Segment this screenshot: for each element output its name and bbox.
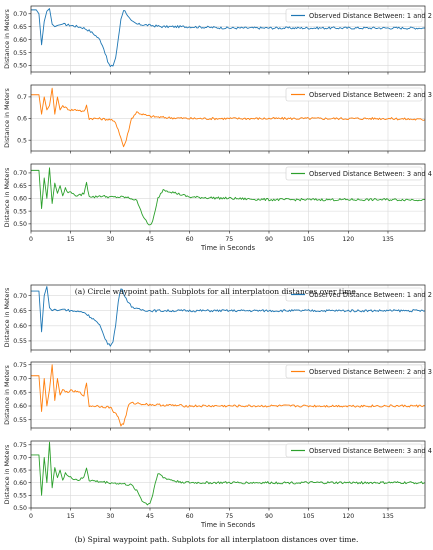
- legend-label: Observed Distance Between: 2 and 3: [309, 368, 432, 376]
- ylabel: Distance in Meters: [3, 88, 11, 148]
- xtick-label: 120: [342, 513, 354, 520]
- xtick-label: 120: [342, 236, 354, 243]
- ytick-label: 0.55: [13, 208, 27, 215]
- ytick-label: 0.70: [13, 376, 27, 383]
- ytick-label: 0.70: [13, 11, 27, 18]
- ytick-label: 0.60: [13, 37, 27, 44]
- legend-box: [285, 87, 423, 102]
- xtick-label: 60: [186, 513, 194, 520]
- ylabel: Distance in Meters: [3, 287, 11, 347]
- ylabel: Distance in Meters: [3, 167, 11, 227]
- axes-frame: [30, 440, 426, 509]
- ytick-label: 0.50: [13, 221, 27, 228]
- axes-frame: [30, 284, 426, 351]
- xtick-label: 75: [225, 236, 233, 243]
- ytick-label: 0.55: [13, 338, 27, 345]
- legend-label: Observed Distance Between: 3 and 4: [309, 170, 432, 178]
- xtick-label: 15: [67, 513, 75, 520]
- series-line: [31, 8, 426, 68]
- xtick-label: 105: [303, 236, 315, 243]
- xlabel: Time in Seconds: [200, 521, 256, 529]
- legend-box: [285, 166, 423, 181]
- series-line: [31, 441, 426, 506]
- ytick-label: 0.60: [13, 480, 27, 487]
- legend-label: Observed Distance Between: 1 and 2: [309, 291, 432, 299]
- xtick-label: 30: [106, 513, 114, 520]
- xtick-label: 30: [106, 236, 114, 243]
- legend-box: [285, 443, 423, 458]
- ytick-label: 0.6: [17, 116, 27, 123]
- ytick-label: 0.55: [13, 50, 27, 57]
- xtick-label: 90: [265, 513, 273, 520]
- xtick-label: 105: [303, 513, 315, 520]
- ytick-label: 0.5: [17, 137, 27, 144]
- series-line: [31, 167, 426, 226]
- ylabel: Distance in Meters: [3, 365, 11, 425]
- legend-box: [285, 364, 423, 379]
- ytick-label: 0.60: [13, 403, 27, 410]
- caption-spiral-path: (b) Spiral waypoint path. Subplots for a…: [74, 535, 359, 544]
- xtick-label: 135: [382, 513, 394, 520]
- ytick-label: 0.75: [13, 442, 27, 449]
- subplot-a-1: Observed Distance Between: 1 and 2 0.50 0.…: [3, 5, 432, 75]
- ylabel: Distance in Meters: [3, 444, 11, 504]
- ytick-label: 0.55: [13, 417, 27, 424]
- subplot-a-3: Observed Distance Between: 3 and 4 0.50 0.…: [3, 163, 432, 252]
- legend-box: [285, 8, 423, 23]
- ytick-label: 0.55: [13, 493, 27, 500]
- ytick-label: 0.7: [17, 94, 27, 101]
- xlabel: Time in Seconds: [200, 244, 256, 252]
- ytick-label: 0.75: [13, 362, 27, 369]
- ytick-label: 0.65: [13, 308, 27, 315]
- subplot-b-2: Observed Distance Between: 2 and 3 0.55 0.…: [3, 361, 432, 431]
- ytick-label: 0.60: [13, 323, 27, 330]
- ytick-label: 0.65: [13, 467, 27, 474]
- axes-frame: [30, 84, 426, 152]
- series-line: [31, 87, 426, 148]
- xtick-label: 90: [265, 236, 273, 243]
- legend-label: Observed Distance Between: 3 and 4: [309, 447, 432, 455]
- ytick-label: 0.70: [13, 170, 27, 177]
- caption-circle-path: (a) Circle waypoint path. Subplots for a…: [74, 287, 359, 296]
- xtick-label: 75: [225, 513, 233, 520]
- xtick-label: 0: [29, 236, 33, 243]
- xtick-label: 45: [146, 236, 154, 243]
- legend-label: Observed Distance Between: 1 and 2: [309, 12, 432, 20]
- legend-label: Observed Distance Between: 2 and 3: [309, 91, 432, 99]
- legend-box: [285, 287, 423, 302]
- ytick-label: 0.65: [13, 183, 27, 190]
- xtick-label: 45: [146, 513, 154, 520]
- subplot-b-3: Observed Distance Between: 3 and 4 0.50 0.…: [3, 440, 432, 529]
- xtick-label: 135: [382, 236, 394, 243]
- axes-frame: [30, 5, 426, 73]
- xtick-label: 15: [67, 236, 75, 243]
- xtick-label: 0: [29, 513, 33, 520]
- ytick-label: 0.70: [13, 293, 27, 300]
- axes-frame: [30, 163, 426, 232]
- ytick-label: 0.65: [13, 24, 27, 31]
- series-line: [31, 286, 426, 347]
- ytick-label: 0.50: [13, 505, 27, 512]
- ytick-label: 0.50: [13, 63, 27, 70]
- ytick-label: 0.60: [13, 196, 27, 203]
- subplot-a-2: Observed Distance Between: 2 and 3 0.5 0.6…: [3, 84, 432, 154]
- ylabel: Distance in Meters: [3, 9, 11, 69]
- xtick-label: 60: [186, 236, 194, 243]
- ytick-label: 0.70: [13, 455, 27, 462]
- axes-frame: [30, 361, 426, 429]
- subplot-b-1: Observed Distance Between: 1 and 2 0.55 0.…: [3, 284, 432, 353]
- ytick-label: 0.65: [13, 389, 27, 396]
- series-line: [31, 364, 426, 427]
